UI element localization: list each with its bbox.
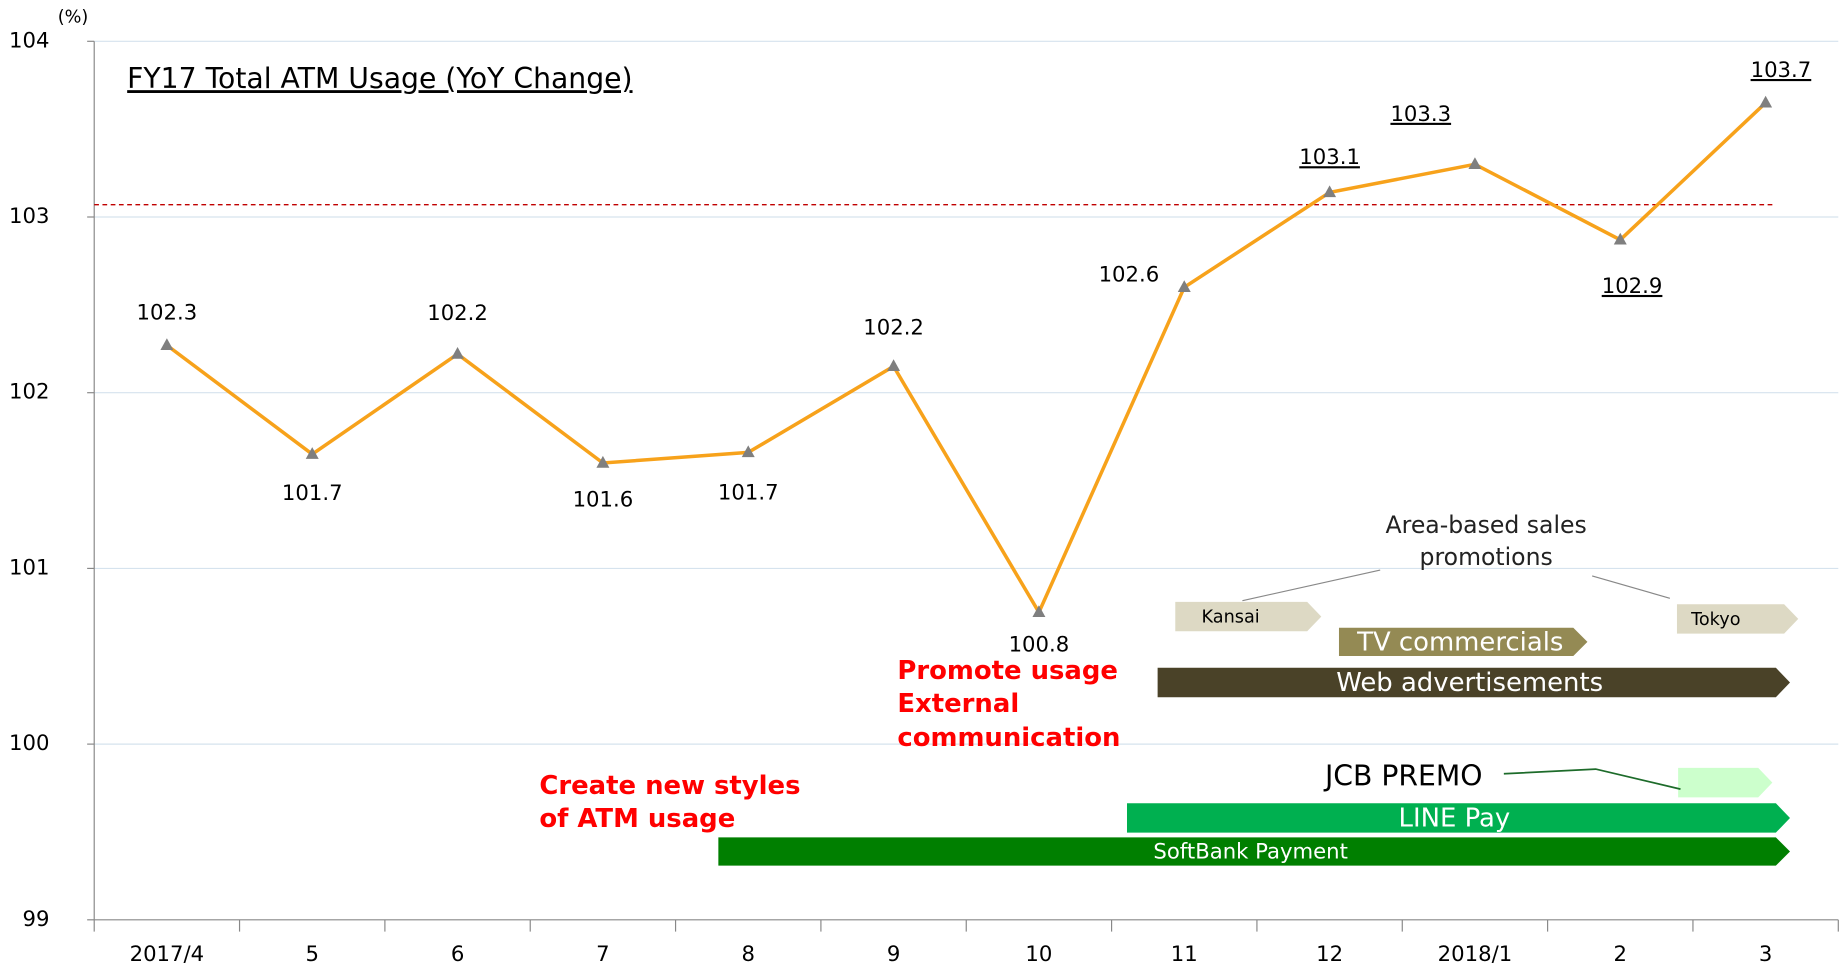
campaign-label: TV commercials — [1356, 628, 1563, 658]
y-tick-label: 103 — [9, 203, 49, 228]
x-tick-label: 5 — [305, 941, 318, 966]
marker — [1468, 157, 1482, 170]
campaign-bar — [1175, 601, 1322, 632]
campaign-bar — [1678, 767, 1773, 798]
note: communication — [897, 723, 1120, 753]
campaign-bar — [1676, 604, 1799, 634]
connector — [1592, 575, 1671, 599]
note: External — [897, 689, 1019, 719]
campaign-label: Tokyo — [1690, 610, 1740, 630]
x-tick-label: 10 — [1025, 941, 1052, 966]
data-label: 101.7 — [282, 480, 343, 505]
data-label: 102.3 — [137, 299, 198, 324]
campaign-bar — [1157, 667, 1791, 698]
annotation: promotions — [1420, 543, 1553, 571]
x-tick-label: 2018/1 — [1438, 941, 1513, 966]
data-label: 103.7 — [1751, 57, 1812, 82]
campaign-label: Web advertisements — [1336, 668, 1603, 698]
x-tick-label: 12 — [1316, 941, 1343, 966]
marker — [1177, 280, 1191, 292]
data-label: 102.2 — [427, 300, 488, 325]
note: of ATM usage — [539, 804, 735, 834]
data-label: 101.7 — [718, 480, 779, 505]
x-tick-label: 6 — [451, 941, 464, 966]
campaign-label: Kansai — [1202, 608, 1260, 628]
y-tick-label: 100 — [9, 730, 49, 755]
data-label: 103.1 — [1299, 144, 1360, 169]
x-tick-label: 8 — [741, 941, 754, 966]
x-tick-label: 11 — [1171, 941, 1198, 966]
connector — [1242, 569, 1381, 602]
data-label: 103.3 — [1390, 101, 1451, 126]
connector — [1503, 768, 1681, 790]
marker — [1032, 605, 1046, 618]
data-line — [165, 101, 1767, 617]
campaign-bar — [1338, 627, 1588, 657]
chart-title: FY17 Total ATM Usage (YoY Change) — [127, 62, 632, 95]
y-tick-label: 104 — [9, 27, 49, 52]
marker — [1613, 232, 1627, 245]
campaign-bar — [718, 837, 1791, 866]
note: Create new styles — [539, 771, 800, 801]
marker — [887, 359, 901, 372]
x-tick-label: 2 — [1614, 941, 1627, 966]
marker — [596, 455, 610, 468]
annotation: Area-based sales — [1386, 511, 1587, 539]
campaign-label: JCB PREMO — [1323, 759, 1483, 792]
marker — [451, 346, 465, 359]
y-tick-label: 101 — [9, 554, 49, 579]
data-label: 101.6 — [573, 487, 634, 512]
data-label: 102.6 — [1099, 262, 1160, 287]
data-label: 102.2 — [863, 315, 924, 340]
y-tick-label: 102 — [9, 379, 49, 404]
campaign-bar — [1126, 803, 1791, 833]
y-tick-label: 99 — [22, 906, 49, 931]
marker — [741, 445, 755, 458]
x-tick-label: 3 — [1759, 941, 1772, 966]
data-label: 102.9 — [1602, 273, 1663, 298]
data-label: 100.8 — [1009, 631, 1070, 656]
x-tick-label: 2017/4 — [130, 941, 205, 966]
campaign-label: SoftBank Payment — [1153, 839, 1348, 864]
marker — [305, 447, 319, 459]
marker — [1759, 95, 1773, 108]
campaign-label: LINE Pay — [1399, 804, 1511, 834]
marker — [1323, 185, 1337, 198]
x-tick-label: 9 — [887, 941, 900, 966]
x-tick-label: 7 — [596, 941, 609, 966]
marker — [160, 338, 174, 350]
y-unit: (%) — [58, 8, 89, 28]
note: Promote usage — [897, 656, 1118, 686]
